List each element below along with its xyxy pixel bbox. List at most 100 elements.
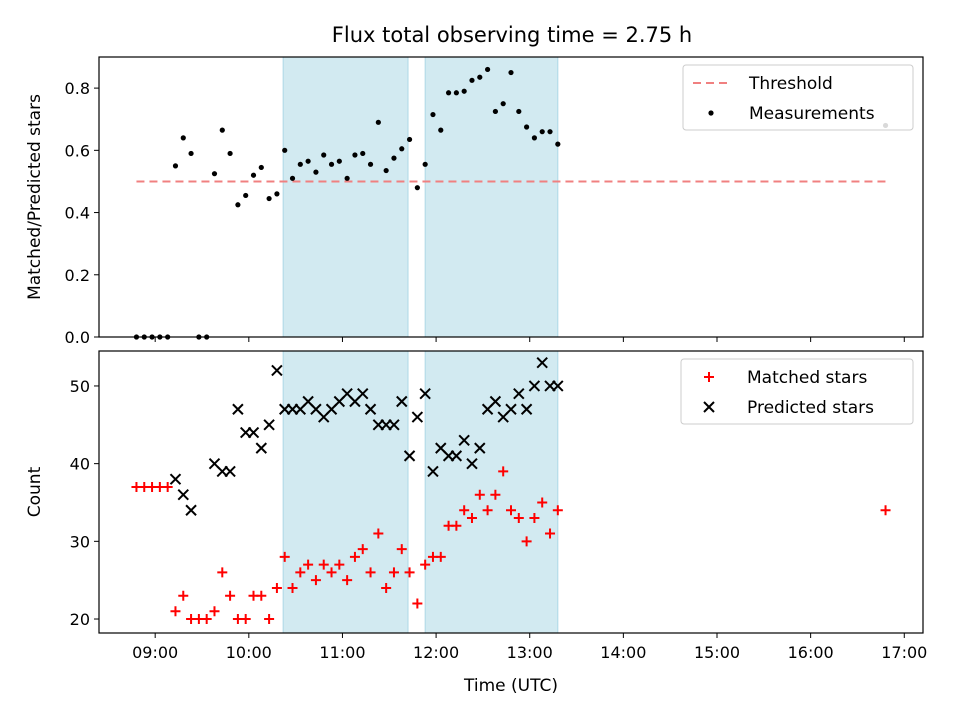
legend-label: Predicted stars	[747, 398, 874, 418]
matched-stars-point	[170, 606, 181, 617]
matched-stars-point	[373, 528, 384, 539]
matched-stars-point	[474, 489, 485, 500]
measurement-point	[367, 161, 374, 167]
measurement-point	[531, 135, 538, 141]
measurement-point	[336, 158, 342, 164]
measurement-point	[414, 185, 420, 191]
matched-stars-point	[466, 513, 477, 524]
measurement-point	[188, 150, 194, 157]
x-tick-label: 15:00	[694, 643, 740, 662]
x-tick-label: 16:00	[788, 643, 834, 662]
count-panel: 20 30 40 50 09:00 10:00 11:00 12:00 13:00 14:00 15…	[25, 350, 927, 696]
x-axis-label: Time (UTC)	[463, 676, 558, 696]
matched-stars-point	[552, 505, 563, 516]
predicted-stars-point	[427, 465, 439, 478]
predicted-stars-point	[255, 442, 268, 454]
predicted-stars-point	[247, 426, 260, 439]
predicted-stars-point	[505, 403, 517, 415]
predicted-stars-point	[536, 356, 548, 369]
measurement-point	[539, 129, 545, 135]
predicted-stars-point	[169, 473, 182, 485]
measurement-point	[406, 136, 413, 143]
measurement-point	[484, 66, 491, 73]
legend-label: Matched stars	[747, 368, 867, 388]
measurement-point	[445, 90, 452, 96]
predicted-stars-point	[232, 403, 244, 415]
matched-stars-point	[513, 513, 524, 524]
matched-stars-point	[240, 614, 251, 625]
matched-stars-point	[178, 590, 189, 601]
matched-stars-point	[256, 590, 267, 601]
matched-stars-point	[396, 544, 407, 555]
matched-stars-point	[287, 582, 298, 593]
matched-stars-point	[435, 551, 446, 562]
predicted-stars-point	[271, 364, 283, 377]
measurement-point	[453, 90, 459, 96]
predicted-stars-point	[364, 403, 377, 415]
predicted-stars-point	[177, 489, 189, 501]
legend-predicted-swatch	[703, 401, 715, 413]
matched-stars-point	[209, 606, 220, 617]
y-tick-label: 0.8	[65, 79, 90, 98]
legend-label: Measurements	[749, 104, 875, 124]
legend-matched-swatch	[704, 372, 714, 382]
measurement-point	[235, 202, 241, 208]
predicted-stars-point	[520, 403, 533, 415]
matched-stars-point	[295, 567, 306, 578]
measurement-point	[321, 152, 327, 158]
predicted-stars-point	[396, 395, 408, 408]
measurement-point	[172, 163, 179, 169]
matched-stars-point	[545, 528, 556, 539]
matched-stars-point	[225, 590, 236, 601]
measurement-point	[328, 161, 335, 167]
measurement-point	[516, 108, 522, 115]
x-tick-label: 17:00	[881, 643, 927, 662]
measurement-point	[492, 108, 498, 115]
y-tick-label: 0.4	[65, 204, 90, 223]
measurement-point	[360, 150, 366, 157]
measurement-point	[219, 127, 225, 133]
predicted-stars-point	[411, 411, 424, 423]
measurement-point	[266, 195, 272, 202]
y-axis-label: Matched/Predicted stars	[25, 94, 45, 300]
predicted-stars-point	[450, 450, 463, 462]
x-tick-label: 11:00	[319, 643, 365, 662]
measurement-point	[274, 191, 280, 197]
predicted-stars-point	[466, 457, 478, 470]
measurement-point	[344, 175, 350, 181]
predicted-stars-point	[357, 388, 369, 400]
y-tick-label: 40	[70, 455, 90, 474]
y-axis-label: Count	[25, 466, 45, 517]
matched-stars-point	[420, 559, 431, 570]
measurement-point	[227, 150, 233, 157]
legend-box	[680, 358, 914, 425]
measurement-point	[297, 161, 303, 167]
measurement-point	[250, 172, 257, 178]
matched-stars-point	[334, 559, 345, 570]
y-tick-label: 50	[70, 377, 90, 396]
x-tick-label: 09:00	[132, 643, 178, 662]
x-tick-label: 13:00	[507, 643, 553, 662]
shaded-band-0	[282, 56, 409, 338]
measurement-point	[313, 169, 319, 175]
matched-stars-point	[412, 598, 423, 609]
y-tick-label: 0.0	[65, 328, 90, 347]
predicted-stars-point	[403, 450, 416, 462]
matched-stars-point	[381, 582, 392, 593]
measurement-point	[469, 77, 475, 83]
y-tick-label: 0.2	[65, 266, 90, 285]
matched-stars-point	[303, 559, 314, 570]
matched-stars-point	[537, 497, 548, 508]
measurement-point	[430, 111, 436, 118]
measurement-point	[508, 69, 514, 76]
x-tick-label: 14:00	[600, 643, 646, 662]
ratio-panel: 0.0 0.2 0.4 0.6 0.8 Matched/Predicted stars Th…	[25, 56, 924, 347]
predicted-stars-point	[263, 419, 275, 431]
measurement-point	[555, 141, 561, 147]
predicted-stars-point	[528, 380, 541, 392]
matched-stars-point	[482, 505, 493, 516]
matched-stars-point	[506, 505, 516, 516]
matched-stars-point	[217, 567, 228, 578]
axes-frame	[98, 350, 924, 634]
